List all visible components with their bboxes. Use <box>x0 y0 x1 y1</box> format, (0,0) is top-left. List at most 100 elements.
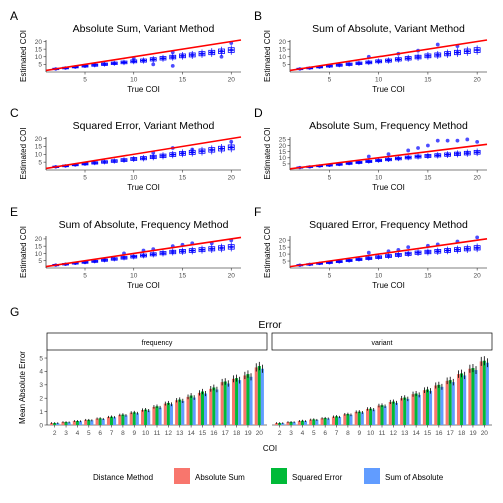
x-tick-label: 15 <box>424 273 432 280</box>
panel-letter: B <box>254 9 262 23</box>
y-tick-label: 10 <box>279 155 287 162</box>
data-point <box>455 152 460 156</box>
data-point <box>455 50 460 55</box>
identity-line <box>45 39 242 72</box>
panel-title: Absolute Sum, Frequency Method <box>309 120 468 132</box>
outlier-point <box>445 138 450 143</box>
x-tick-label: 5 <box>87 430 91 437</box>
x-tick-label: 8 <box>121 430 125 437</box>
bar <box>468 368 472 425</box>
data-point <box>161 251 165 255</box>
x-tick-label: 15 <box>424 430 432 437</box>
bar <box>451 382 455 425</box>
data-point <box>93 259 97 264</box>
x-tick-label: 4 <box>301 430 305 437</box>
data-point <box>337 259 341 264</box>
y-axis-title: Estimated COI <box>19 226 28 278</box>
x-tick-label: 11 <box>154 430 161 437</box>
panel-title: Sum of Absolute, Frequency Method <box>59 219 229 231</box>
x-tick-label: 20 <box>228 273 236 280</box>
bar <box>346 414 350 425</box>
data-point <box>112 159 116 163</box>
data-point <box>396 156 401 161</box>
data-point <box>112 257 116 261</box>
bar <box>297 420 301 425</box>
identity-line <box>45 136 242 170</box>
bar <box>124 415 128 425</box>
identity-line <box>289 143 488 170</box>
x-tick-label: 5 <box>328 175 332 182</box>
legend-entry: Squared Error <box>292 473 343 482</box>
bar <box>400 398 404 425</box>
bar <box>320 418 324 425</box>
x-tick-label: 20 <box>228 77 236 84</box>
x-tick-label: 3 <box>289 430 293 437</box>
x-tick-label: 15 <box>199 430 207 437</box>
bar <box>87 419 91 425</box>
bar <box>158 407 162 425</box>
bar <box>286 422 290 425</box>
data-point <box>386 254 391 258</box>
data-point <box>171 250 175 254</box>
data-point <box>141 253 146 258</box>
x-tick-label: 20 <box>474 175 482 182</box>
outlier-point <box>406 148 411 153</box>
y-tick-label: 10 <box>35 54 43 61</box>
outlier-point <box>465 137 470 142</box>
bar <box>460 373 464 425</box>
y-tick-label: 10 <box>35 251 43 258</box>
data-point <box>219 246 224 250</box>
bar <box>334 416 339 425</box>
x-tick-label: 19 <box>469 430 477 437</box>
bar <box>254 367 258 425</box>
x-tick-label: 19 <box>244 430 252 437</box>
data-point <box>426 54 430 58</box>
data-point <box>93 161 97 165</box>
outlier-point <box>475 139 480 144</box>
x-tick-label: 6 <box>323 430 327 437</box>
bar <box>377 405 381 425</box>
y-tick-label: 15 <box>35 144 43 151</box>
panel-title: Sum of Absolute, Variant Method <box>312 23 465 35</box>
data-point <box>445 248 450 253</box>
x-tick-label: 6 <box>98 430 102 437</box>
bar <box>275 422 279 425</box>
bar <box>147 410 151 425</box>
x-tick-label: 14 <box>412 430 420 437</box>
y-tick-label: 5 <box>38 62 42 69</box>
facet-frequency: frequency 2 3 4 5 6 7 8 9 10 11 12 13 14 15 16 17 18 19 20 <box>46 332 268 437</box>
x-tick-label: 18 <box>233 430 241 437</box>
bar <box>155 406 159 425</box>
data-point <box>229 145 233 150</box>
data-point <box>229 245 233 249</box>
x-tick-label: 13 <box>401 430 409 437</box>
data-point <box>210 247 214 251</box>
bar <box>312 419 316 425</box>
outlier-point <box>170 64 175 68</box>
x-tick-label: 12 <box>390 430 398 437</box>
data-point <box>436 53 440 57</box>
x-tick-label: 10 <box>375 175 383 182</box>
data-point <box>190 248 194 253</box>
data-point <box>219 49 224 53</box>
outlier-point <box>366 250 371 255</box>
x-tick-label: 7 <box>335 430 339 437</box>
x-tick-label: 20 <box>228 175 236 182</box>
bar <box>231 378 236 425</box>
x-tick-label: 14 <box>187 430 195 437</box>
y-tick-label: 5 <box>282 258 286 265</box>
bar <box>186 396 190 425</box>
x-tick-label: 11 <box>379 430 386 437</box>
panel-title: Absolute Sum, Variant Method <box>73 23 215 35</box>
bar <box>429 390 433 425</box>
bar <box>226 383 230 425</box>
legend: Distance Method Absolute Sum Squared Error… <box>93 468 444 484</box>
data-point <box>386 58 391 63</box>
y-tick-label: 20 <box>279 143 287 150</box>
bar <box>338 416 342 425</box>
x-tick-label: 10 <box>130 273 138 280</box>
bar <box>95 418 99 425</box>
legend-swatch <box>174 468 190 484</box>
data-point <box>406 56 410 60</box>
